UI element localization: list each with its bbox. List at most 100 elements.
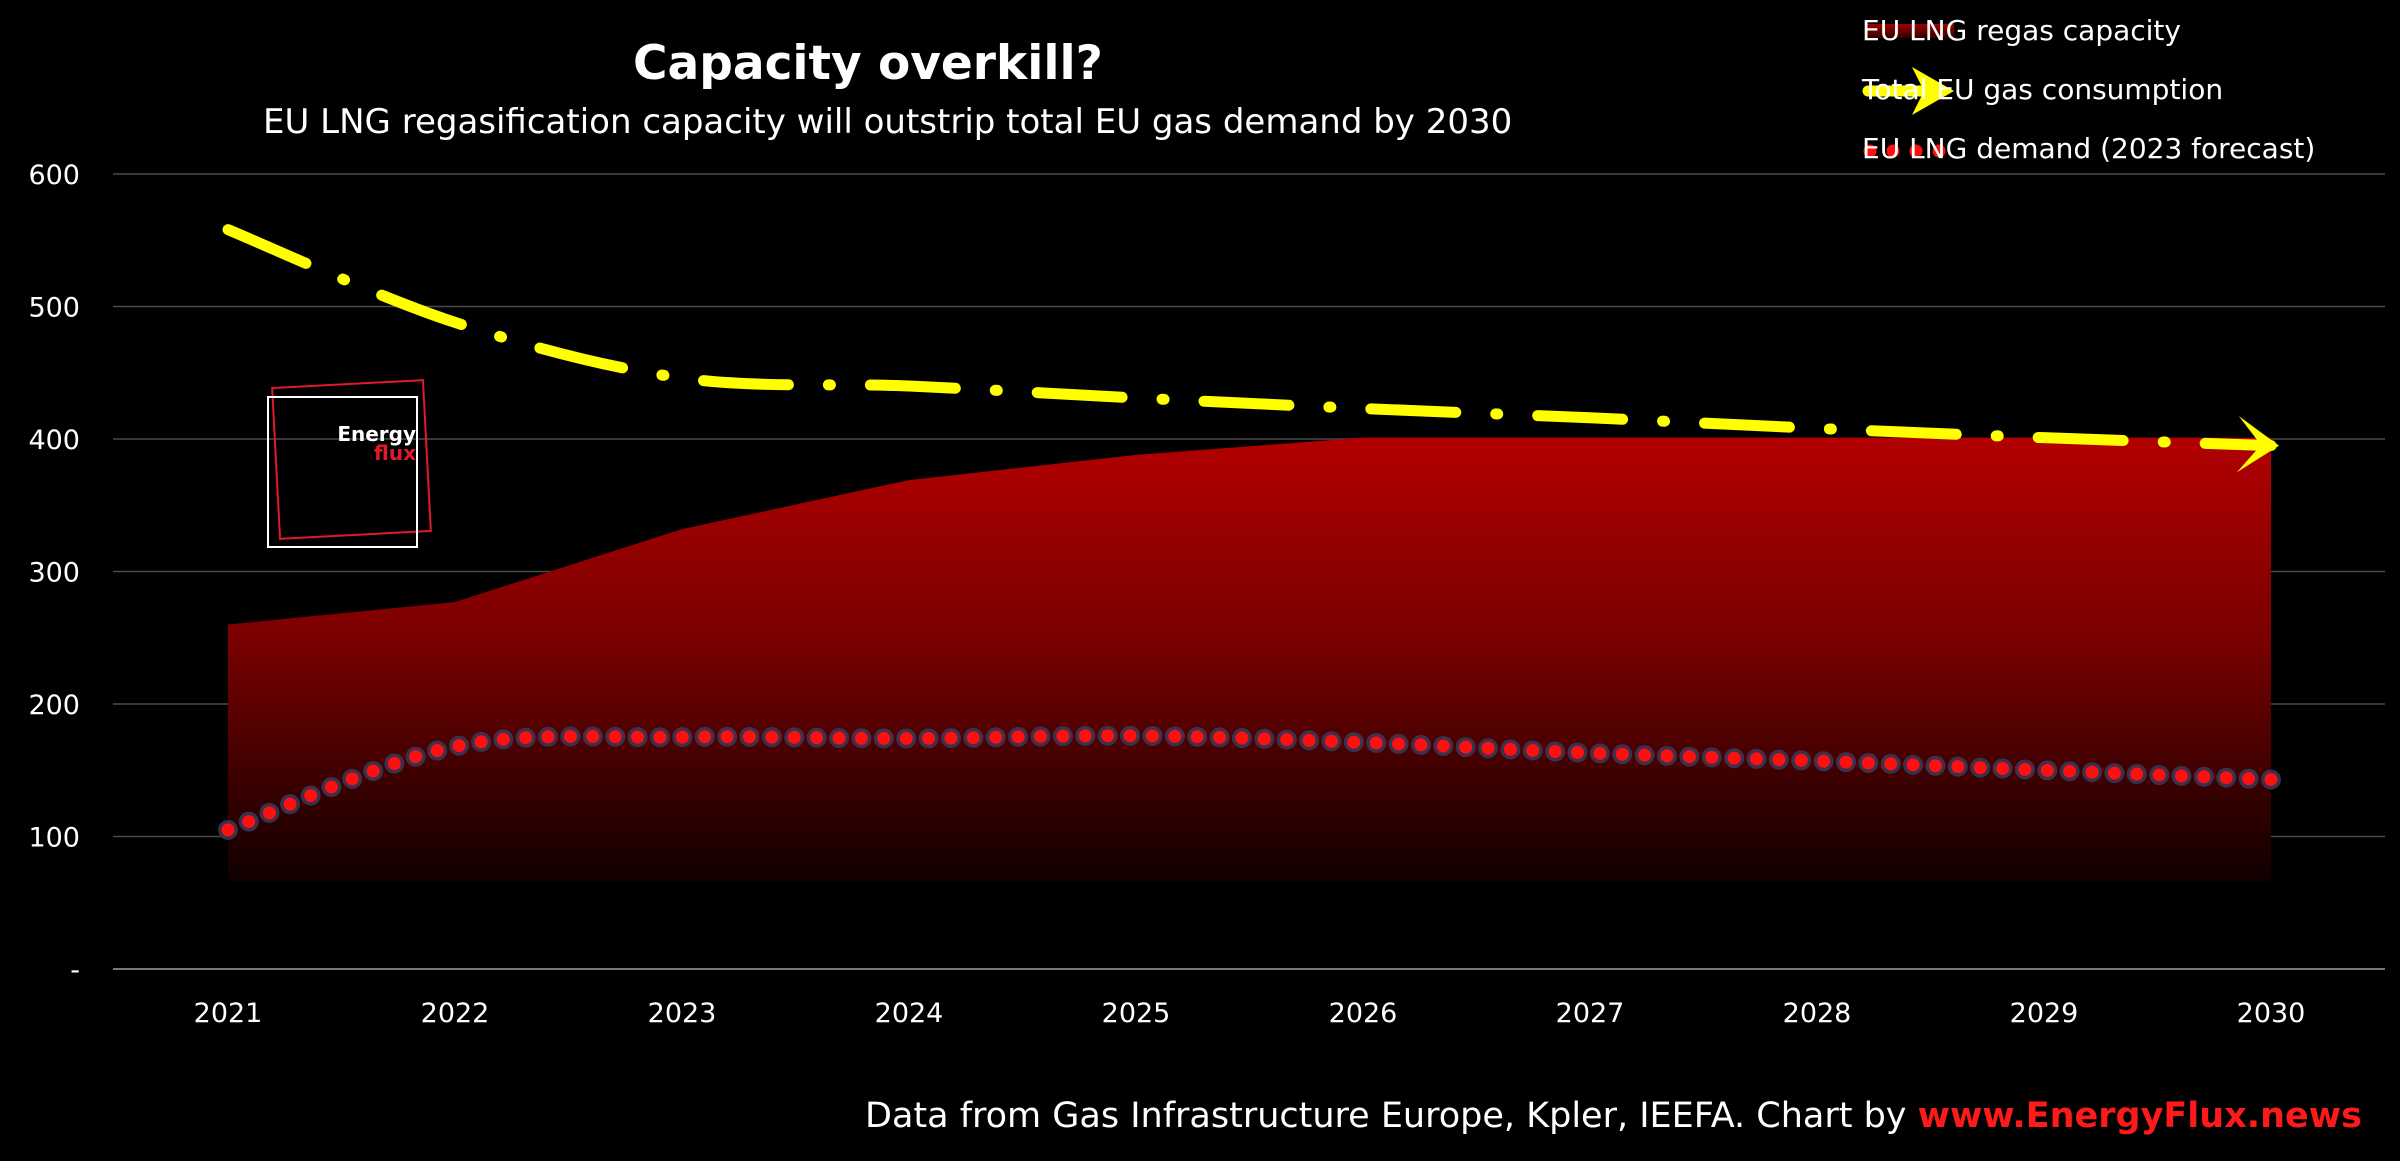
- legend-label-gas-consumption: Total EU gas consumption: [1862, 73, 2224, 106]
- lng-demand-dot: [922, 731, 936, 745]
- lng-demand-dot: [1705, 750, 1719, 764]
- legend-label-regas-capacity: EU LNG regas capacity: [1862, 14, 2181, 47]
- lng-demand-dot: [2107, 766, 2121, 780]
- lng-demand-dot: [1280, 733, 1294, 747]
- chart-title: Capacity overkill?: [633, 36, 1103, 91]
- lng-demand-dot: [2152, 768, 2166, 782]
- lng-demand-dot: [1056, 729, 1070, 743]
- lng-demand-dot: [1459, 740, 1473, 754]
- gas-consumption-line-series: [222, 224, 2279, 473]
- lng-demand-dot: [1168, 729, 1182, 743]
- lng-demand-dot: [242, 815, 256, 829]
- lng-demand-dot: [2018, 762, 2032, 776]
- lng-demand-dot: [810, 731, 824, 745]
- logo-frame-white: [267, 396, 418, 548]
- lng-demand-dot: [1906, 758, 1920, 772]
- lng-demand-dot: [2264, 773, 2278, 787]
- lng-demand-dot: [1526, 743, 1540, 757]
- lng-demand-dot: [283, 797, 297, 811]
- lng-demand-dot: [1078, 729, 1092, 743]
- lng-demand-dot: [1190, 730, 1204, 744]
- lng-demand-dot: [324, 780, 338, 794]
- lng-demand-dot: [1772, 753, 1786, 767]
- lng-demand-dot: [1682, 750, 1696, 764]
- lng-demand-dot: [1794, 753, 1808, 767]
- y-tick-label: 300: [28, 558, 80, 589]
- lng-demand-dot: [1638, 748, 1652, 762]
- y-tick-label: 200: [28, 690, 80, 721]
- y-tick-label: 100: [28, 823, 80, 854]
- lng-demand-dot: [2085, 765, 2099, 779]
- source-text: Data from Gas Infrastructure Europe, Kpl…: [865, 1096, 1918, 1136]
- lng-demand-dot: [1593, 746, 1607, 760]
- regas-capacity-area-series: [228, 437, 2271, 882]
- regas-capacity-area: [228, 437, 2271, 882]
- lng-demand-dot: [1414, 738, 1428, 752]
- source-footer: Data from Gas Infrastructure Europe, Kpl…: [865, 1096, 2362, 1136]
- lng-demand-dot: [899, 731, 913, 745]
- lng-demand-dot: [1302, 733, 1316, 747]
- lng-demand-dot: [366, 764, 380, 778]
- lng-demand-dot: [1817, 754, 1831, 768]
- energyflux-logo: Energy flux: [0, 424, 416, 463]
- gas-consumption-arrowhead: [2236, 415, 2279, 473]
- legend-symbols: [1862, 24, 1954, 158]
- lng-demand-dot: [1660, 749, 1674, 763]
- lng-demand-dot: [1548, 744, 1562, 758]
- lng-demand-dot: [541, 730, 555, 744]
- x-tick-label: 2021: [194, 998, 263, 1029]
- lng-demand-dot: [221, 823, 235, 837]
- lng-demand-dot: [1928, 759, 1942, 773]
- lng-demand-dot: [944, 731, 958, 745]
- lng-demand-dot: [653, 730, 667, 744]
- x-tick-label: 2030: [2237, 998, 2306, 1029]
- lng-demand-dot: [1145, 729, 1159, 743]
- lng-demand-dot: [1123, 729, 1137, 743]
- legend-swatch-lng-demand-dot: [1909, 144, 1923, 158]
- lng-demand-dot: [474, 735, 488, 749]
- lng-demand-dot: [1570, 745, 1584, 759]
- lng-demand-dot: [496, 732, 510, 746]
- lng-demand-dot: [304, 789, 318, 803]
- lng-demand-dot: [1615, 747, 1629, 761]
- lng-demand-dot: [1436, 739, 1450, 753]
- lng-demand-dot: [2040, 763, 2054, 777]
- x-tick-label: 2026: [1329, 998, 1398, 1029]
- lng-demand-dot: [765, 730, 779, 744]
- lng-demand-dot: [1101, 729, 1115, 743]
- lng-demand-dot: [409, 750, 423, 764]
- lng-demand-dot: [2063, 764, 2077, 778]
- lng-demand-dot: [345, 772, 359, 786]
- lng-demand-dot: [586, 730, 600, 744]
- lng-demand-dot: [1347, 735, 1361, 749]
- lng-demand-dot: [1034, 729, 1048, 743]
- lng-demand-dot: [430, 744, 444, 758]
- lng-demand-dot: [675, 730, 689, 744]
- lng-demand-dot: [1503, 742, 1517, 756]
- gas-consumption-line: [222, 224, 2277, 452]
- x-tick-label: 2024: [875, 998, 944, 1029]
- lng-demand-dot: [1861, 756, 1875, 770]
- lng-demand-dot: [877, 731, 891, 745]
- lng-demand-dot: [1884, 757, 1898, 771]
- lng-demand-dot: [1324, 734, 1338, 748]
- lng-demand-dot: [1996, 762, 2010, 776]
- lng-demand-dot: [1011, 730, 1025, 744]
- x-axis-tick-labels: 2021 2022 2023 2024 2025 2026 2027 2028 2029 2030: [194, 998, 2306, 1029]
- y-tick-label: 400: [28, 425, 80, 456]
- lng-demand-dot: [1839, 755, 1853, 769]
- lng-demand-dot: [1392, 737, 1406, 751]
- source-link[interactable]: www.EnergyFlux.news: [1917, 1096, 2362, 1136]
- legend-swatch-regas-capacity: [1866, 24, 1954, 38]
- y-tick-label: 600: [28, 160, 80, 191]
- x-tick-label: 2025: [1102, 998, 1171, 1029]
- lng-demand-dot: [1213, 730, 1227, 744]
- lng-demand-dot: [2197, 770, 2211, 784]
- lng-demand-dot: [1727, 751, 1741, 765]
- legend-swatch-gas-consumption-arrow: [1912, 67, 1954, 115]
- lng-demand-dot: [563, 729, 577, 743]
- lng-demand-dot: [387, 757, 401, 771]
- y-tick-label: -: [70, 955, 80, 986]
- lng-demand-dot: [854, 731, 868, 745]
- legend-swatch-lng-demand-dot: [1886, 144, 1900, 158]
